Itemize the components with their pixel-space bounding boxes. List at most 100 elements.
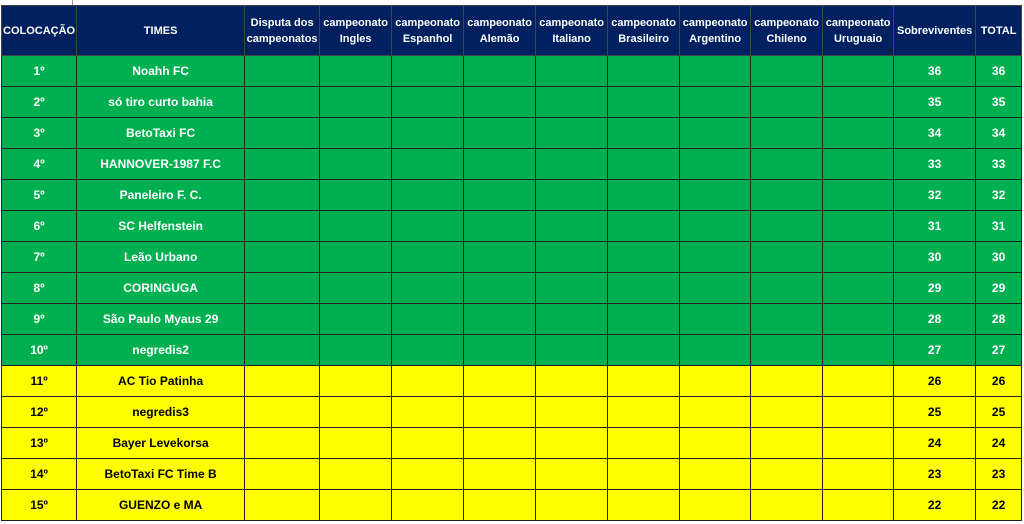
sobreviventes-cell[interactable]: 27 xyxy=(893,334,977,366)
position-cell[interactable]: 14º xyxy=(0,458,78,490)
column-header[interactable]: campeonato Ingles xyxy=(319,5,393,56)
sobreviventes-cell[interactable]: 28 xyxy=(893,303,977,335)
empty-score-cell[interactable] xyxy=(607,179,681,211)
team-cell[interactable]: CORINGUGA xyxy=(76,272,246,304)
sobreviventes-cell[interactable]: 29 xyxy=(893,272,977,304)
empty-score-cell[interactable] xyxy=(463,117,537,149)
empty-score-cell[interactable] xyxy=(679,334,752,366)
empty-score-cell[interactable] xyxy=(750,334,824,366)
empty-score-cell[interactable] xyxy=(679,148,752,180)
position-cell[interactable]: 1º xyxy=(0,55,78,87)
team-cell[interactable]: Bayer Levekorsa xyxy=(76,427,246,459)
empty-score-cell[interactable] xyxy=(822,396,895,428)
empty-score-cell[interactable] xyxy=(679,86,752,118)
empty-score-cell[interactable] xyxy=(750,241,824,273)
sobreviventes-cell[interactable]: 25 xyxy=(893,396,977,428)
sobreviventes-cell[interactable]: 30 xyxy=(893,241,977,273)
empty-score-cell[interactable] xyxy=(679,427,752,459)
sobreviventes-cell[interactable]: 36 xyxy=(893,55,977,87)
empty-score-cell[interactable] xyxy=(391,148,465,180)
empty-score-cell[interactable] xyxy=(319,210,393,242)
team-cell[interactable]: negredis2 xyxy=(76,334,246,366)
empty-score-cell[interactable] xyxy=(244,241,321,273)
total-cell[interactable]: 34 xyxy=(975,117,1023,149)
empty-score-cell[interactable] xyxy=(535,303,609,335)
empty-score-cell[interactable] xyxy=(607,272,681,304)
empty-score-cell[interactable] xyxy=(319,303,393,335)
empty-score-cell[interactable] xyxy=(607,334,681,366)
empty-score-cell[interactable] xyxy=(319,148,393,180)
empty-score-cell[interactable] xyxy=(463,334,537,366)
empty-score-cell[interactable] xyxy=(391,86,465,118)
total-cell[interactable]: 27 xyxy=(975,334,1023,366)
empty-score-cell[interactable] xyxy=(822,489,895,521)
team-cell[interactable]: GUENZO e MA xyxy=(76,489,246,521)
total-cell[interactable]: 30 xyxy=(975,241,1023,273)
empty-score-cell[interactable] xyxy=(679,179,752,211)
empty-score-cell[interactable] xyxy=(463,86,537,118)
empty-score-cell[interactable] xyxy=(463,179,537,211)
column-header[interactable]: campeonato Alemão xyxy=(463,5,537,56)
total-cell[interactable]: 25 xyxy=(975,396,1023,428)
sobreviventes-cell[interactable]: 35 xyxy=(893,86,977,118)
empty-score-cell[interactable] xyxy=(463,427,537,459)
empty-score-cell[interactable] xyxy=(319,458,393,490)
empty-score-cell[interactable] xyxy=(822,272,895,304)
empty-score-cell[interactable] xyxy=(391,241,465,273)
position-cell[interactable]: 12º xyxy=(0,396,78,428)
empty-score-cell[interactable] xyxy=(679,365,752,397)
sobreviventes-cell[interactable]: 22 xyxy=(893,489,977,521)
empty-score-cell[interactable] xyxy=(535,117,609,149)
empty-score-cell[interactable] xyxy=(750,396,824,428)
team-cell[interactable]: BetoTaxi FC xyxy=(76,117,246,149)
team-cell[interactable]: Paneleiro F. C. xyxy=(76,179,246,211)
column-header[interactable]: campeonato Italiano xyxy=(535,5,609,56)
empty-score-cell[interactable] xyxy=(750,303,824,335)
position-cell[interactable]: 15º xyxy=(0,489,78,521)
sobreviventes-cell[interactable]: 33 xyxy=(893,148,977,180)
position-cell[interactable]: 4º xyxy=(0,148,78,180)
empty-score-cell[interactable] xyxy=(822,148,895,180)
total-cell[interactable]: 33 xyxy=(975,148,1023,180)
empty-score-cell[interactable] xyxy=(391,396,465,428)
empty-score-cell[interactable] xyxy=(750,55,824,87)
team-cell[interactable]: AC Tio Patinha xyxy=(76,365,246,397)
empty-score-cell[interactable] xyxy=(391,365,465,397)
empty-score-cell[interactable] xyxy=(391,427,465,459)
empty-score-cell[interactable] xyxy=(244,365,321,397)
team-cell[interactable]: HANNOVER-1987 F.C xyxy=(76,148,246,180)
empty-score-cell[interactable] xyxy=(391,55,465,87)
sobreviventes-cell[interactable]: 23 xyxy=(893,458,977,490)
empty-score-cell[interactable] xyxy=(244,458,321,490)
empty-score-cell[interactable] xyxy=(535,210,609,242)
column-header[interactable]: campeonato Brasileiro xyxy=(607,5,681,56)
column-header[interactable]: Disputa dos campeonatos xyxy=(244,5,321,56)
empty-score-cell[interactable] xyxy=(822,427,895,459)
empty-score-cell[interactable] xyxy=(535,179,609,211)
empty-score-cell[interactable] xyxy=(750,458,824,490)
empty-score-cell[interactable] xyxy=(535,272,609,304)
empty-score-cell[interactable] xyxy=(535,489,609,521)
sobreviventes-cell[interactable]: 31 xyxy=(893,210,977,242)
total-cell[interactable]: 29 xyxy=(975,272,1023,304)
team-cell[interactable]: Noahh FC xyxy=(76,55,246,87)
team-cell[interactable]: SC Helfenstein xyxy=(76,210,246,242)
empty-score-cell[interactable] xyxy=(319,117,393,149)
position-cell[interactable]: 10º xyxy=(0,334,78,366)
empty-score-cell[interactable] xyxy=(679,117,752,149)
empty-score-cell[interactable] xyxy=(607,86,681,118)
empty-score-cell[interactable] xyxy=(391,489,465,521)
empty-score-cell[interactable] xyxy=(535,334,609,366)
total-cell[interactable]: 35 xyxy=(975,86,1023,118)
empty-score-cell[interactable] xyxy=(244,210,321,242)
empty-score-cell[interactable] xyxy=(607,148,681,180)
team-cell[interactable]: BetoTaxi FC Time B xyxy=(76,458,246,490)
empty-score-cell[interactable] xyxy=(391,179,465,211)
total-cell[interactable]: 22 xyxy=(975,489,1023,521)
empty-score-cell[interactable] xyxy=(463,365,537,397)
empty-score-cell[interactable] xyxy=(822,55,895,87)
empty-score-cell[interactable] xyxy=(463,241,537,273)
empty-score-cell[interactable] xyxy=(391,117,465,149)
position-cell[interactable]: 2º xyxy=(0,86,78,118)
empty-score-cell[interactable] xyxy=(319,396,393,428)
